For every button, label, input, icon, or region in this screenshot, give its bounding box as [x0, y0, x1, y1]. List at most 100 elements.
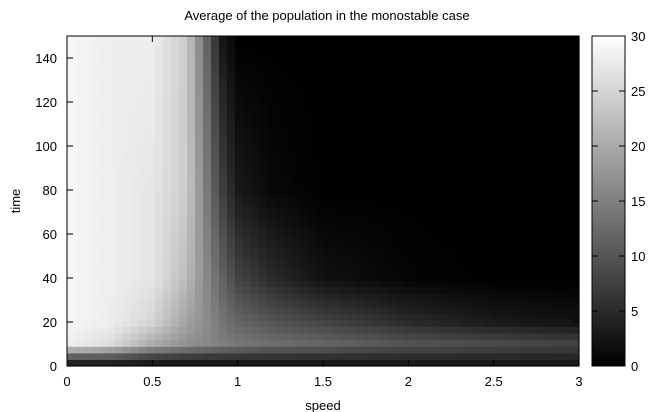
heatmap-cell: [523, 201, 532, 209]
heatmap-cell: [179, 141, 188, 149]
heatmap-cell: [339, 75, 348, 83]
heatmap-cell: [339, 148, 348, 156]
heatmap-cell: [427, 135, 436, 143]
heatmap-cell: [347, 240, 356, 248]
heatmap-cell: [547, 95, 556, 103]
heatmap-cell: [387, 280, 396, 288]
heatmap-cell: [123, 214, 132, 222]
heatmap-cell: [491, 115, 500, 123]
heatmap-cell: [443, 95, 452, 103]
heatmap-cell: [371, 280, 380, 288]
heatmap-cell: [107, 313, 116, 321]
heatmap-cell: [91, 95, 100, 103]
heatmap-cell: [75, 359, 84, 367]
heatmap-cell: [419, 121, 428, 129]
heatmap-cell: [147, 346, 156, 354]
heatmap-cell: [403, 267, 412, 275]
heatmap-cell: [171, 253, 180, 261]
heatmap-cell: [547, 300, 556, 308]
heatmap-cell: [371, 36, 380, 44]
heatmap-cell: [443, 194, 452, 202]
heatmap-cell: [315, 161, 324, 169]
heatmap-cell: [123, 69, 132, 77]
heatmap-cell: [563, 359, 572, 367]
heatmap-cell: [347, 115, 356, 123]
heatmap-cell: [515, 333, 524, 341]
heatmap-cell: [443, 240, 452, 248]
heatmap-cell: [139, 214, 148, 222]
heatmap-cell: [427, 82, 436, 90]
heatmap-cell: [179, 55, 188, 63]
heatmap-cell: [411, 187, 420, 195]
heatmap-cell: [195, 161, 204, 169]
heatmap-cell: [379, 115, 388, 123]
heatmap-cell: [451, 273, 460, 281]
heatmap-cell: [75, 273, 84, 281]
heatmap-cell: [251, 174, 260, 182]
heatmap-cell: [419, 214, 428, 222]
heatmap-cell: [347, 359, 356, 367]
heatmap-cell: [371, 273, 380, 281]
heatmap-cell: [379, 201, 388, 209]
heatmap-cell: [259, 75, 268, 83]
heatmap-cell: [243, 88, 252, 96]
heatmap-cell: [427, 306, 436, 314]
heatmap-cell: [115, 293, 124, 301]
heatmap-cell: [427, 88, 436, 96]
heatmap-cell: [571, 141, 580, 149]
heatmap-cell: [539, 220, 548, 228]
heatmap-cell: [227, 240, 236, 248]
heatmap-cell: [251, 102, 260, 110]
heatmap-cell: [67, 201, 76, 209]
heatmap-cell: [571, 121, 580, 129]
heatmap-cell: [203, 121, 212, 129]
heatmap-cell: [451, 280, 460, 288]
heatmap-cell: [83, 55, 92, 63]
heatmap-cell: [387, 359, 396, 367]
heatmap-cell: [539, 121, 548, 129]
heatmap-cell: [411, 201, 420, 209]
heatmap-cell: [499, 115, 508, 123]
heatmap-cell: [475, 82, 484, 90]
heatmap-cell: [99, 62, 108, 70]
heatmap-cell: [171, 108, 180, 116]
heatmap-cell: [315, 42, 324, 50]
heatmap-cell: [459, 207, 468, 215]
heatmap-cell: [403, 352, 412, 360]
heatmap-cell: [283, 352, 292, 360]
heatmap-cell: [251, 82, 260, 90]
heatmap-cell: [571, 214, 580, 222]
heatmap-cell: [363, 141, 372, 149]
heatmap-cell: [451, 115, 460, 123]
heatmap-cell: [427, 121, 436, 129]
heatmap-cell: [459, 49, 468, 57]
heatmap-cell: [67, 306, 76, 314]
heatmap-cell: [99, 214, 108, 222]
heatmap-cell: [563, 148, 572, 156]
heatmap-cell: [515, 69, 524, 77]
heatmap-cell: [195, 326, 204, 334]
heatmap-cell: [155, 108, 164, 116]
heatmap-cell: [379, 174, 388, 182]
heatmap-cell: [387, 62, 396, 70]
heatmap-cell: [155, 339, 164, 347]
heatmap-cell: [195, 313, 204, 321]
heatmap-cell: [299, 247, 308, 255]
heatmap-cell: [483, 201, 492, 209]
heatmap-cell: [507, 253, 516, 261]
heatmap-cell: [123, 273, 132, 281]
heatmap-cell: [363, 75, 372, 83]
heatmap-cell: [299, 135, 308, 143]
heatmap-cell: [139, 201, 148, 209]
heatmap-cell: [395, 214, 404, 222]
heatmap-cell: [379, 260, 388, 268]
heatmap-cell: [107, 115, 116, 123]
heatmap-cell: [379, 108, 388, 116]
heatmap-cell: [187, 115, 196, 123]
heatmap-cell: [547, 253, 556, 261]
heatmap-cell: [107, 82, 116, 90]
heatmap-cell: [227, 121, 236, 129]
heatmap-cell: [547, 207, 556, 215]
heatmap-cell: [219, 108, 228, 116]
heatmap-cell: [419, 187, 428, 195]
